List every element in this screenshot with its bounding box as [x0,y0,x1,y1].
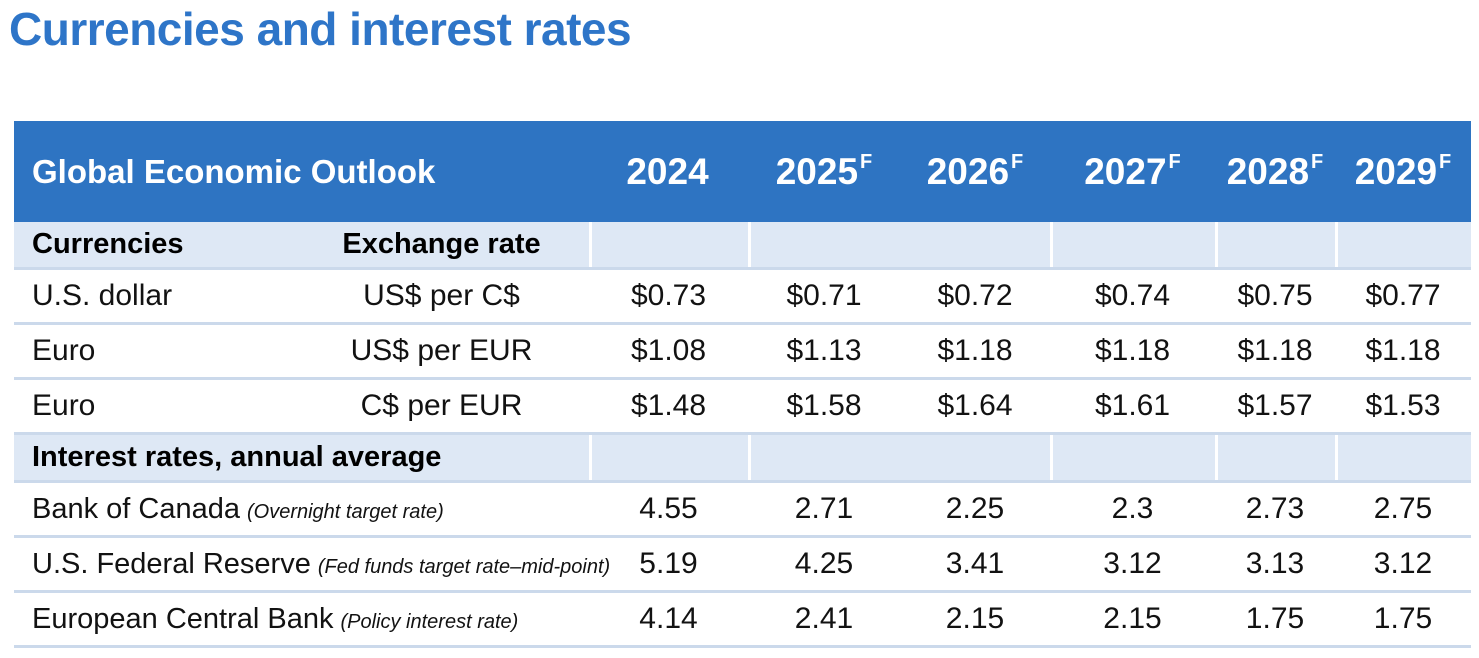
value-2027: $1.18 [1094,334,1171,367]
exchange-rate-unit: C$ per EUR [360,389,523,422]
value-2026: 2.25 [945,492,1005,525]
currency-name: Euro [32,389,96,422]
empty-cell [748,222,900,267]
year-label: 2028 [1226,150,1310,192]
value-2029: $1.53 [1365,389,1441,422]
value-2028: $1.57 [1237,389,1313,422]
institution-label: Bank of Canada (Overnight target rate) [32,492,444,526]
value-2028: 1.75 [1245,602,1305,635]
empty-cell [1215,222,1335,267]
empty-cell [589,435,748,480]
year-label: 2025 [775,150,859,192]
year-header-2024: 2024 [589,121,748,222]
value-2027: $0.74 [1094,279,1171,312]
empty-cell [589,222,748,267]
empty-cell [1335,435,1471,480]
value-2024: $0.73 [630,279,707,312]
year-label: 2029 [1354,150,1438,192]
forecast-superscript: F [1011,151,1024,173]
value-2024: $1.08 [630,334,707,367]
global-economic-outlook-table: Global Economic Outlook 2024 2025 F 2026 F… [14,121,1471,648]
row-label: Bank of Canada (Overnight target rate) [14,483,589,535]
empty-cell [900,435,1050,480]
value-2027: $1.61 [1094,389,1171,422]
institution-label: European Central Bank (Policy interest ra… [32,602,518,636]
year-header-2028: 2028 F [1215,121,1335,222]
value-2025: $1.13 [786,334,862,367]
value-2026: $1.64 [937,389,1013,422]
year-label: 2024 [626,150,709,192]
row-label: European Central Bank (Policy interest ra… [14,593,589,645]
value-2029: $1.18 [1365,334,1441,367]
value-2025: $1.58 [786,389,862,422]
year-header-2027: 2027 F [1050,121,1215,222]
value-2025: 2.71 [794,492,854,525]
value-2026: 2.15 [945,602,1005,635]
row-label: U.S. Federal Reserve (Fed funds target ra… [14,538,610,590]
interest-rate-row-us-federal-reserve: U.S. Federal Reserve (Fed funds target ra… [14,538,1471,593]
exchange-rate-unit: US$ per C$ [363,279,520,312]
institution-label: U.S. Federal Reserve (Fed funds target ra… [32,547,610,581]
value-2026: 3.41 [945,547,1005,580]
value-2028: 3.13 [1245,547,1305,580]
value-2029: $0.77 [1365,279,1441,312]
section-subtitle-exchange-rate: Exchange rate [342,228,541,260]
forecast-superscript: F [1168,151,1181,173]
institution-name: Bank of Canada [32,493,240,525]
exchange-rate-unit: US$ per EUR [350,334,533,367]
section-row-currencies: Currencies Exchange rate [14,222,1471,270]
value-2027: 2.3 [1111,492,1154,525]
empty-cell [1215,435,1335,480]
table-title: Global Economic Outlook [32,152,436,190]
empty-cell [1335,222,1471,267]
value-2029: 3.12 [1373,547,1433,580]
value-2028: $1.18 [1237,334,1313,367]
value-2027: 2.15 [1103,602,1162,635]
year-label: 2027 [1084,150,1167,192]
rate-type-note: (Overnight target rate) [246,501,444,523]
interest-rate-row-european-central-bank: European Central Bank (Policy interest ra… [14,593,1471,648]
value-2026: $0.72 [937,279,1013,312]
interest-rate-row-bank-of-canada: Bank of Canada (Overnight target rate) 4.… [14,483,1471,538]
rate-type-note: (Policy interest rate) [340,611,519,633]
section-title-interest-rates: Interest rates, annual average [32,441,442,473]
empty-cell [1050,435,1215,480]
currency-row-euro-usd: Euro US$ per EUR $1.08 $1.13 $1.18 $1.18… [14,325,1471,380]
value-2028: 2.73 [1245,492,1305,525]
value-2024: 5.19 [639,547,698,580]
rate-type-note: (Fed funds target rate–mid-point) [317,556,611,578]
value-2027: 3.12 [1103,547,1162,580]
value-2029: 1.75 [1373,602,1433,635]
currency-row-euro-cad: Euro C$ per EUR $1.48 $1.58 $1.64 $1.61 … [14,380,1471,435]
year-header-2026: 2026 F [900,121,1050,222]
table-header-row: Global Economic Outlook 2024 2025 F 2026 F… [14,121,1471,222]
value-2025: 2.41 [794,602,854,635]
value-2029: 2.75 [1373,492,1433,525]
page-title: Currencies and interest rates [9,3,632,55]
empty-cell [748,435,900,480]
value-2024: 4.14 [639,602,698,635]
empty-cell [900,222,1050,267]
value-2025: $0.71 [786,279,862,312]
section-row-interest-rates: Interest rates, annual average [14,435,1471,483]
section-title-currencies: Currencies [32,228,184,260]
value-2024: $1.48 [630,389,707,422]
forecast-superscript: F [1311,151,1324,173]
year-header-2025: 2025 F [748,121,900,222]
year-header-2029: 2029 F [1335,121,1471,222]
value-2024: 4.55 [639,492,698,525]
institution-name: European Central Bank [32,603,334,635]
institution-name: U.S. Federal Reserve [32,548,311,580]
currency-name: U.S. dollar [32,279,173,312]
value-2028: $0.75 [1237,279,1313,312]
forecast-superscript: F [860,151,873,173]
year-label: 2026 [926,150,1010,192]
forecast-superscript: F [1439,151,1452,173]
currency-row-us-dollar: U.S. dollar US$ per C$ $0.73 $0.71 $0.72… [14,270,1471,325]
value-2025: 4.25 [794,547,854,580]
empty-cell [1050,222,1215,267]
value-2026: $1.18 [937,334,1013,367]
currency-name: Euro [32,334,96,367]
